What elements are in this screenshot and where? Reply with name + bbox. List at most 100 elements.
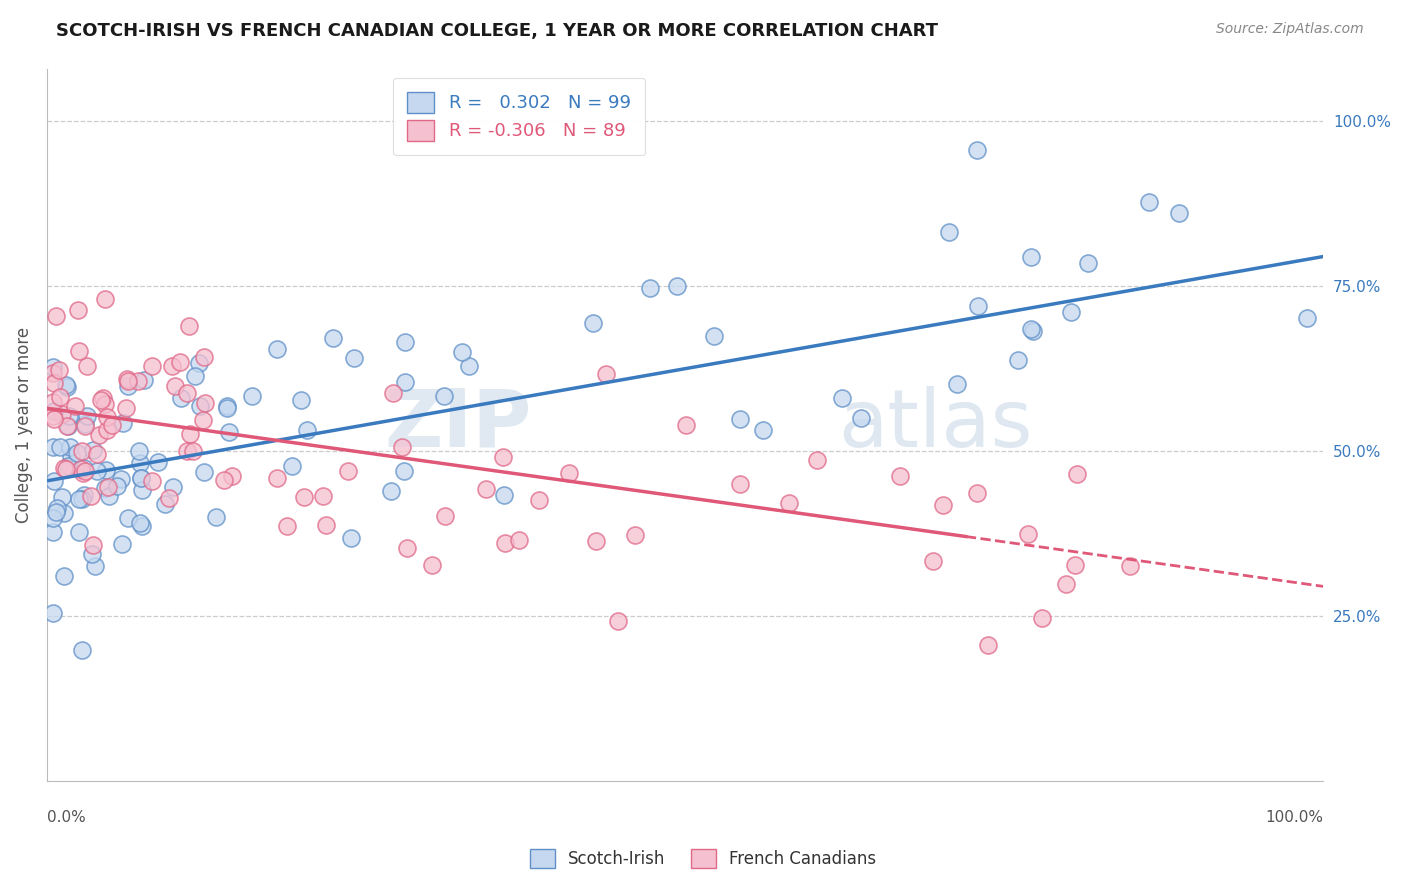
Point: [70, 491, 93, 506]
Point: [188, 356, 211, 370]
Point: [1017, 526, 1039, 541]
Point: [49, 440, 72, 454]
Legend: R =   0.302   N = 99, R = -0.306   N = 89: R = 0.302 N = 99, R = -0.306 N = 89: [392, 78, 645, 155]
Point: [98, 489, 121, 503]
Point: [194, 395, 217, 409]
Point: [117, 371, 139, 385]
Point: [80, 489, 103, 503]
Point: [475, 482, 498, 496]
Point: [297, 423, 319, 437]
Point: [215, 401, 238, 416]
Point: [932, 498, 955, 512]
Text: 0.0%: 0.0%: [46, 810, 86, 824]
Point: [1063, 558, 1085, 573]
Point: [339, 531, 361, 545]
Point: [966, 143, 988, 157]
Point: [42, 409, 65, 423]
Point: [76, 409, 98, 424]
Point: [67, 492, 90, 507]
Point: [82, 442, 104, 457]
Point: [56, 380, 79, 394]
Point: [1295, 310, 1317, 325]
Point: [86, 447, 108, 461]
Point: [581, 316, 603, 330]
Point: [66, 446, 89, 460]
Point: [176, 444, 198, 458]
Point: [59, 440, 82, 454]
Point: [703, 328, 725, 343]
Point: [508, 533, 530, 548]
Point: [176, 386, 198, 401]
Point: [728, 477, 751, 491]
Point: [42, 440, 65, 454]
Point: [73, 460, 96, 475]
Point: [94, 463, 117, 477]
Point: [45, 310, 67, 324]
Point: [191, 413, 214, 427]
Point: [433, 389, 456, 403]
Point: [946, 376, 969, 391]
Point: [146, 455, 169, 469]
Point: [75, 465, 97, 479]
Point: [204, 509, 226, 524]
Point: [184, 369, 207, 384]
Point: [55, 377, 77, 392]
Point: [131, 483, 153, 497]
Text: ZIP: ZIP: [385, 385, 531, 464]
Point: [977, 638, 1000, 652]
Point: [129, 456, 152, 470]
Point: [105, 478, 128, 492]
Point: [66, 303, 89, 318]
Point: [170, 391, 193, 405]
Point: [938, 225, 960, 239]
Point: [606, 615, 628, 629]
Point: [127, 374, 149, 388]
Point: [73, 417, 96, 431]
Point: [42, 606, 65, 620]
Point: [281, 458, 304, 473]
Point: [315, 517, 337, 532]
Point: [217, 400, 239, 414]
Point: [527, 492, 550, 507]
Point: [188, 399, 211, 413]
Point: [240, 389, 263, 403]
Point: [131, 519, 153, 533]
Point: [76, 359, 98, 374]
Point: [806, 452, 828, 467]
Point: [675, 417, 697, 432]
Point: [395, 541, 418, 555]
Point: [169, 355, 191, 369]
Point: [117, 379, 139, 393]
Point: [921, 553, 943, 567]
Point: [778, 496, 800, 510]
Point: [141, 474, 163, 488]
Point: [292, 490, 315, 504]
Point: [131, 471, 153, 485]
Point: [967, 299, 990, 313]
Text: atlas: atlas: [838, 385, 1032, 464]
Point: [585, 533, 607, 548]
Point: [132, 373, 155, 387]
Point: [70, 444, 93, 458]
Text: SCOTCH-IRISH VS FRENCH CANADIAN COLLEGE, 1 YEAR OR MORE CORRELATION CHART: SCOTCH-IRISH VS FRENCH CANADIAN COLLEGE,…: [56, 22, 938, 40]
Point: [666, 279, 689, 293]
Point: [266, 471, 288, 485]
Point: [83, 559, 105, 574]
Point: [53, 506, 76, 520]
Point: [1077, 256, 1099, 270]
Point: [162, 480, 184, 494]
Point: [1021, 322, 1043, 336]
Point: [55, 419, 77, 434]
Point: [624, 528, 647, 542]
Point: [42, 360, 65, 375]
Point: [1168, 205, 1191, 219]
Point: [1060, 304, 1083, 318]
Point: [42, 376, 65, 390]
Point: [42, 412, 65, 426]
Point: [966, 486, 988, 500]
Point: [451, 345, 474, 359]
Point: [117, 374, 139, 388]
Point: [1021, 324, 1043, 338]
Point: [96, 410, 118, 425]
Point: [42, 524, 65, 539]
